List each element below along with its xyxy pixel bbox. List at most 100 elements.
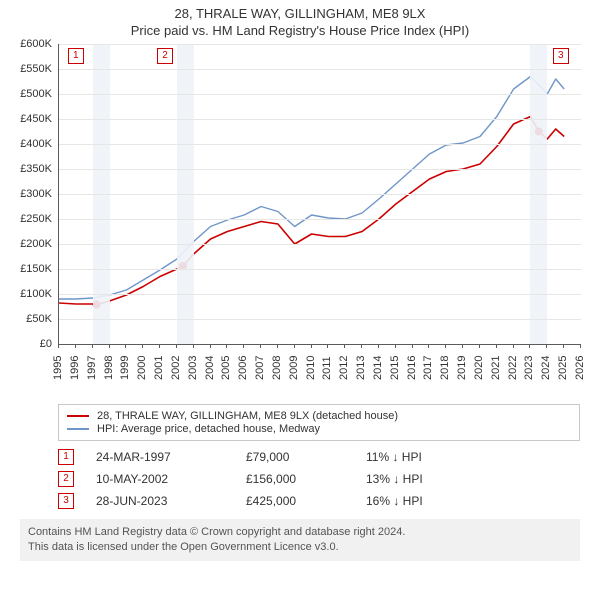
event-index-box: 2 xyxy=(58,471,74,487)
x-tick xyxy=(294,344,295,348)
x-tick-label: 2012 xyxy=(338,356,350,380)
x-tick-label: 1996 xyxy=(69,356,81,380)
plot-area: 123 xyxy=(58,44,581,345)
x-tick xyxy=(563,344,564,348)
event-price: £425,000 xyxy=(246,494,366,508)
y-tick-label: £200K xyxy=(10,238,52,250)
x-tick xyxy=(243,344,244,348)
x-tick xyxy=(395,344,396,348)
x-tick-label: 2015 xyxy=(389,356,401,380)
chart-subtitle: Price paid vs. HM Land Registry's House … xyxy=(10,23,590,38)
gridline xyxy=(59,244,581,245)
x-tick xyxy=(226,344,227,348)
chart-card: 28, THRALE WAY, GILLINGHAM, ME8 9LX Pric… xyxy=(0,0,600,590)
gridline xyxy=(59,269,581,270)
x-tick-label: 2013 xyxy=(355,356,367,380)
gridline xyxy=(59,319,581,320)
x-tick xyxy=(445,344,446,348)
x-tick-label: 2025 xyxy=(557,356,569,380)
event-date: 28-JUN-2023 xyxy=(96,494,246,508)
x-tick xyxy=(462,344,463,348)
x-tick xyxy=(479,344,480,348)
gridline xyxy=(59,144,581,145)
legend: 28, THRALE WAY, GILLINGHAM, ME8 9LX (det… xyxy=(58,404,580,441)
gridline xyxy=(59,169,581,170)
event-date: 24-MAR-1997 xyxy=(96,450,246,464)
x-tick xyxy=(529,344,530,348)
y-axis: £0£50K£100K£150K£200K£250K£300K£350K£400… xyxy=(10,44,54,344)
x-tick xyxy=(125,344,126,348)
event-row: 328-JUN-2023£425,00016% ↓ HPI xyxy=(58,493,580,509)
x-tick xyxy=(277,344,278,348)
gridline xyxy=(59,44,581,45)
event-table: 124-MAR-1997£79,00011% ↓ HPI210-MAY-2002… xyxy=(58,449,580,509)
legend-label: 28, THRALE WAY, GILLINGHAM, ME8 9LX (det… xyxy=(97,410,398,422)
x-tick-label: 2007 xyxy=(254,356,266,380)
x-tick-label: 2023 xyxy=(523,356,535,380)
y-tick-label: £500K xyxy=(10,88,52,100)
x-tick-label: 2024 xyxy=(540,356,552,380)
x-tick xyxy=(327,344,328,348)
x-tick xyxy=(546,344,547,348)
x-tick xyxy=(378,344,379,348)
x-tick-label: 2000 xyxy=(136,356,148,380)
chart-title-address: 28, THRALE WAY, GILLINGHAM, ME8 9LX xyxy=(10,6,590,21)
legend-item: HPI: Average price, detached house, Medw… xyxy=(67,423,571,435)
y-tick-label: £600K xyxy=(10,38,52,50)
x-tick-label: 1999 xyxy=(119,356,131,380)
gridline xyxy=(59,294,581,295)
x-tick-label: 1997 xyxy=(86,356,98,380)
legend-item: 28, THRALE WAY, GILLINGHAM, ME8 9LX (det… xyxy=(67,410,571,422)
footer-line: This data is licensed under the Open Gov… xyxy=(28,540,572,555)
x-tick xyxy=(344,344,345,348)
x-tick-label: 2017 xyxy=(422,356,434,380)
gridline xyxy=(59,219,581,220)
event-marker-box: 2 xyxy=(157,48,173,64)
x-tick-label: 2011 xyxy=(321,356,333,380)
gridline xyxy=(59,119,581,120)
x-tick xyxy=(58,344,59,348)
y-tick-label: £400K xyxy=(10,138,52,150)
chart-titles: 28, THRALE WAY, GILLINGHAM, ME8 9LX Pric… xyxy=(10,6,590,38)
x-tick xyxy=(142,344,143,348)
x-tick-label: 2022 xyxy=(507,356,519,380)
x-tick-label: 1995 xyxy=(52,356,64,380)
x-tick-label: 2016 xyxy=(406,356,418,380)
event-price: £79,000 xyxy=(246,450,366,464)
x-tick-label: 2019 xyxy=(456,356,468,380)
x-axis: 1995199619971998199920002001200220032004… xyxy=(58,344,580,404)
event-date: 10-MAY-2002 xyxy=(96,472,246,486)
x-tick xyxy=(311,344,312,348)
legend-swatch xyxy=(67,428,89,430)
x-tick xyxy=(159,344,160,348)
y-tick-label: £100K xyxy=(10,288,52,300)
event-index-box: 3 xyxy=(58,493,74,509)
x-tick-label: 2018 xyxy=(439,356,451,380)
x-tick-label: 2009 xyxy=(288,356,300,380)
gridline xyxy=(59,69,581,70)
y-tick-label: £350K xyxy=(10,163,52,175)
y-tick-label: £150K xyxy=(10,263,52,275)
x-tick xyxy=(361,344,362,348)
x-tick xyxy=(92,344,93,348)
x-tick xyxy=(75,344,76,348)
y-tick-label: £50K xyxy=(10,313,52,325)
event-marker-box: 1 xyxy=(68,48,84,64)
y-tick-label: £250K xyxy=(10,213,52,225)
y-tick-label: £0 xyxy=(10,338,52,350)
x-tick xyxy=(260,344,261,348)
x-tick xyxy=(428,344,429,348)
x-tick-label: 2004 xyxy=(204,356,216,380)
event-index-box: 1 xyxy=(58,449,74,465)
x-tick xyxy=(176,344,177,348)
x-tick xyxy=(513,344,514,348)
chart-area: £0£50K£100K£150K£200K£250K£300K£350K£400… xyxy=(10,44,590,404)
x-tick-label: 2002 xyxy=(170,356,182,380)
gridline xyxy=(59,94,581,95)
legend-swatch xyxy=(67,415,89,417)
x-tick xyxy=(496,344,497,348)
footer-line: Contains HM Land Registry data © Crown c… xyxy=(28,525,572,540)
x-tick-label: 2020 xyxy=(473,356,485,380)
event-row: 124-MAR-1997£79,00011% ↓ HPI xyxy=(58,449,580,465)
event-row: 210-MAY-2002£156,00013% ↓ HPI xyxy=(58,471,580,487)
